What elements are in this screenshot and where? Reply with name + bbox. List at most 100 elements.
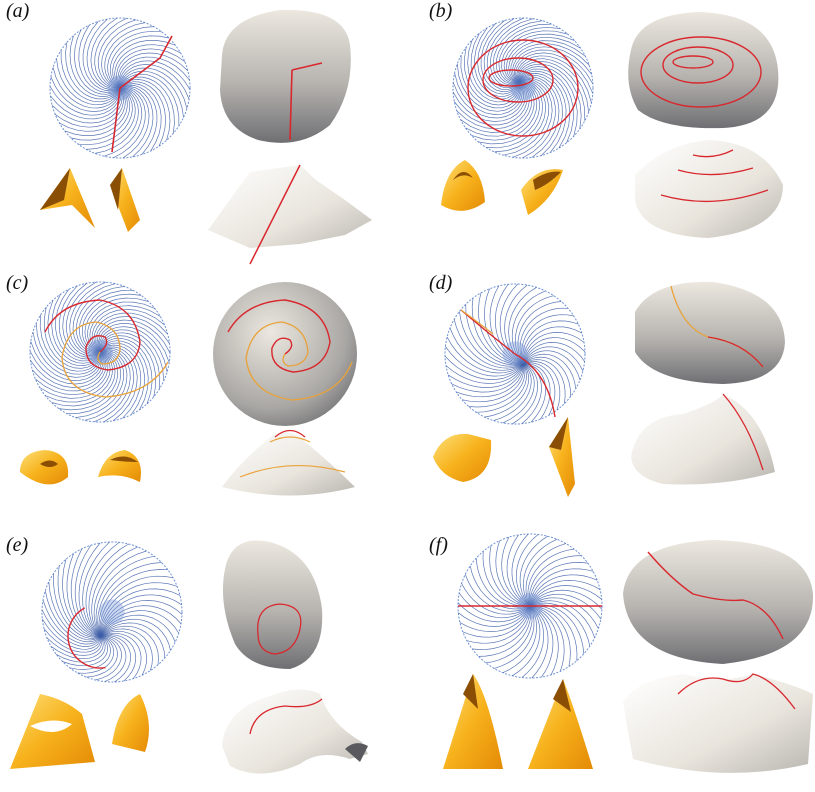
crease-line	[478, 605, 532, 657]
crease-line	[95, 635, 122, 681]
crease-line	[50, 635, 104, 660]
crease-line	[519, 307, 569, 365]
crease-line	[62, 559, 101, 637]
crease-line	[454, 73, 523, 115]
crease-line	[528, 555, 582, 607]
crease-line	[452, 81, 526, 122]
panel-e: (e)	[0, 534, 400, 792]
crease-line	[48, 581, 101, 641]
crease-line	[91, 308, 165, 353]
crease-line	[529, 602, 591, 647]
crease-line	[51, 294, 101, 364]
crease-line	[512, 46, 592, 83]
panel-label-a: (a)	[6, 0, 30, 22]
crease-line	[458, 605, 531, 627]
crease-line	[501, 30, 568, 83]
crease-line	[93, 550, 147, 637]
crease-line	[118, 56, 190, 89]
crease-line	[66, 351, 122, 415]
crease-line	[114, 44, 181, 89]
crease-pattern-b	[452, 17, 594, 159]
crease-line	[91, 546, 138, 637]
crease-line	[54, 87, 124, 128]
panel-f-graphics	[443, 533, 814, 773]
crease-line	[529, 605, 549, 679]
surface-bottom-e	[222, 689, 368, 774]
panel-e-graphics	[10, 540, 368, 774]
crease-line	[489, 545, 531, 607]
crease-line	[86, 635, 118, 678]
crease-line	[475, 558, 531, 608]
crease-line	[99, 605, 182, 637]
crease-line	[44, 351, 113, 403]
crease-line	[43, 306, 101, 369]
panel-f: (f)	[423, 533, 815, 792]
crease-line	[518, 68, 574, 143]
panel-a-graphics	[40, 9, 372, 265]
crease-line	[498, 26, 560, 84]
crease-center	[99, 599, 125, 625]
surface-bottom-c	[222, 429, 355, 496]
crease-line	[459, 311, 524, 367]
crease-pattern-d	[444, 283, 586, 425]
crease-outline	[444, 283, 586, 425]
crease-line	[99, 332, 161, 390]
crease-line	[460, 81, 532, 133]
crease-line	[113, 87, 146, 159]
crease-line	[103, 87, 143, 157]
crease-line	[39, 351, 111, 399]
panel-label-f: (f)	[429, 534, 448, 556]
paper-cone-c1	[20, 450, 69, 485]
surface-top-e	[222, 540, 323, 669]
crease-line	[527, 548, 575, 607]
crease-line	[99, 632, 142, 679]
crease-line	[512, 79, 553, 158]
crease-line	[516, 55, 592, 103]
crease-line	[119, 84, 158, 155]
panel-c: (c)	[0, 272, 400, 530]
crease-line	[84, 297, 149, 353]
paper-cone-c2	[98, 450, 141, 482]
crease-line	[529, 605, 554, 678]
crease-line	[42, 619, 101, 650]
crease-line	[46, 635, 103, 656]
surface-bottom-a	[208, 164, 372, 265]
paper-cone-f2	[528, 679, 593, 769]
crease-line	[99, 342, 145, 415]
crease-line	[495, 23, 552, 84]
crease-line	[515, 534, 539, 607]
crease-line	[53, 573, 101, 639]
crease-line	[518, 77, 556, 159]
crease-line	[529, 580, 601, 607]
surface-bottom-b	[635, 140, 783, 238]
crease-line	[51, 87, 123, 124]
crease-line	[56, 58, 121, 106]
crease-line	[84, 350, 128, 421]
crease-line	[512, 605, 541, 677]
crease-line	[460, 55, 521, 109]
crease-line	[467, 39, 520, 103]
crease-line	[75, 351, 125, 418]
crease-line	[65, 42, 121, 100]
crease-line	[99, 610, 179, 637]
crease-line	[97, 562, 162, 637]
crease-line	[465, 81, 535, 137]
surface-top-a	[220, 9, 351, 143]
crease-line	[529, 593, 602, 620]
crease-line	[99, 630, 148, 676]
fold-line-d	[460, 309, 556, 418]
crease-line	[512, 363, 538, 425]
paper-cone-d1	[433, 433, 492, 482]
crease-line	[517, 301, 562, 365]
crease-line	[62, 635, 109, 667]
crease-line	[55, 289, 101, 362]
panel-label-b: (b)	[429, 0, 453, 22]
paper-cone-b2	[521, 169, 563, 215]
crease-line	[78, 289, 134, 353]
crease-line	[99, 575, 174, 637]
crease-line	[494, 284, 524, 365]
crease-line	[87, 301, 156, 353]
crease-line	[99, 348, 134, 423]
crease-line	[522, 363, 546, 423]
crease-line	[95, 555, 155, 637]
